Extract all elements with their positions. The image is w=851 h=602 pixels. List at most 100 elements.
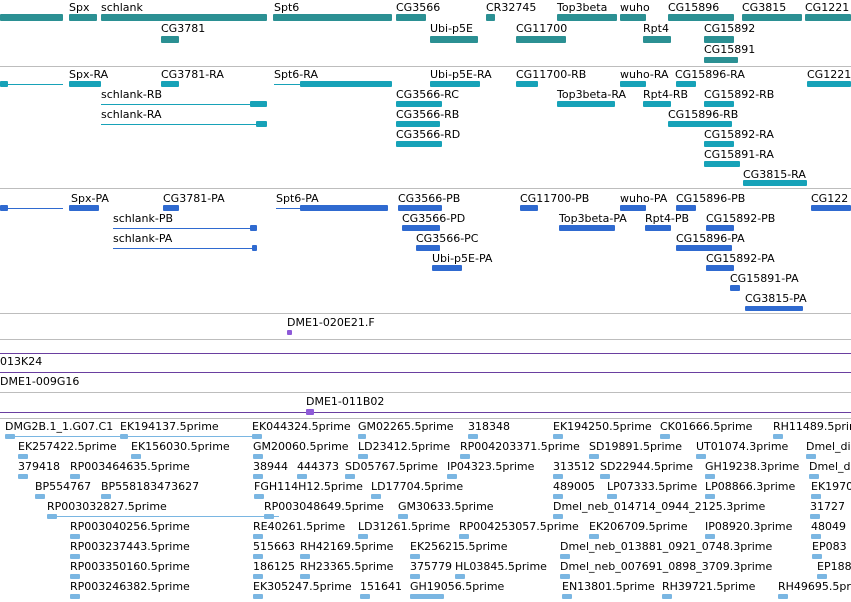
protein-bar[interactable] [69,205,99,211]
est-bar[interactable] [18,474,28,479]
protein-bar[interactable] [620,205,646,211]
protein-bar[interactable] [811,205,851,211]
est-bar[interactable] [812,554,822,559]
gene-bar[interactable] [620,14,646,21]
est-bar[interactable] [47,514,57,519]
gene-bar[interactable] [805,14,851,21]
est-bar[interactable] [809,474,819,479]
transcript-bar[interactable] [704,161,740,167]
est-bar[interactable] [253,454,263,459]
protein-bar[interactable] [706,265,734,271]
est-bar[interactable] [70,574,80,579]
est-bar[interactable] [70,554,80,559]
protein-bar[interactable] [559,225,615,231]
est-bar[interactable] [553,514,563,519]
est-bar[interactable] [345,474,355,479]
est-bar[interactable] [398,514,408,519]
est-bar[interactable] [811,494,821,499]
est-bar[interactable] [18,454,28,459]
est-bar[interactable] [705,534,715,539]
clone-span[interactable] [0,412,851,413]
est-bar[interactable] [455,574,465,579]
protein-bar[interactable] [398,205,442,211]
transcript-bar[interactable] [704,101,734,107]
est-bar[interactable] [817,574,827,579]
est-bar[interactable] [253,574,263,579]
est-bar[interactable] [553,474,563,479]
protein-bar[interactable] [730,285,740,291]
transcript-bar[interactable] [161,81,179,87]
protein-bar[interactable] [645,225,671,231]
est-bar[interactable] [589,454,599,459]
est-bar[interactable] [253,474,263,479]
est-bar[interactable] [35,494,45,499]
protein-bar[interactable] [300,205,388,211]
est-bar[interactable] [773,434,783,439]
est-bar[interactable] [300,554,310,559]
gene-bar[interactable] [161,36,179,43]
est-bar[interactable] [371,494,381,499]
est-bar[interactable] [70,534,80,539]
est-bar[interactable] [806,454,816,459]
protein-bar[interactable] [416,245,440,251]
est-bar[interactable] [553,494,563,499]
gene-bar[interactable] [704,57,738,63]
transcript-bar[interactable] [643,101,671,107]
est-bar[interactable] [460,454,470,459]
gene-bar[interactable] [704,36,734,43]
protein-bar[interactable] [745,306,803,311]
est-bar[interactable] [358,534,368,539]
est-bar[interactable] [252,434,262,439]
clone-marker[interactable] [287,330,292,335]
est-bar[interactable] [253,594,263,599]
protein-bar[interactable] [163,205,179,211]
gene-bar[interactable] [69,14,97,21]
est-bar[interactable] [447,474,457,479]
gene-bar[interactable] [742,14,802,21]
transcript-bar[interactable] [69,81,101,87]
gene-bar[interactable] [430,36,478,43]
transcript-bar[interactable] [256,121,267,127]
est-bar[interactable] [468,434,478,439]
protein-bar[interactable] [432,265,462,271]
transcript-bar[interactable] [396,121,440,127]
est-bar[interactable] [459,534,469,539]
transcript-bar[interactable] [704,141,734,147]
est-bar[interactable] [253,554,263,559]
est-bar[interactable] [553,434,563,439]
est-bar[interactable] [70,474,80,479]
est-bar[interactable] [253,534,263,539]
est-bar[interactable] [660,434,670,439]
gene-bar[interactable] [516,36,566,43]
est-bar[interactable] [410,554,420,559]
gene-bar[interactable] [101,14,267,21]
est-bar[interactable] [705,474,715,479]
est-bar[interactable] [101,494,111,499]
est-bar[interactable] [607,494,617,499]
gene-bar[interactable] [486,14,495,21]
protein-bar[interactable] [676,245,732,251]
protein-bar[interactable] [402,225,440,231]
protein-bar[interactable] [706,225,734,231]
est-bar[interactable] [705,494,715,499]
transcript-bar[interactable] [807,81,851,87]
est-bar[interactable] [778,594,788,599]
est-bar[interactable] [297,474,307,479]
transcript-bar[interactable] [668,121,732,127]
clone-marker[interactable] [306,409,314,415]
gene-bar[interactable] [668,14,734,21]
est-bar[interactable] [131,454,141,459]
protein-bar[interactable] [250,225,257,231]
transcript-bar[interactable] [676,81,696,87]
transcript-bar[interactable] [250,101,267,107]
transcript-bar[interactable] [743,180,807,186]
est-bar[interactable] [360,594,370,599]
gene-bar[interactable] [0,14,63,21]
est-bar[interactable] [811,534,821,539]
est-bar[interactable] [696,454,706,459]
est-bar[interactable] [562,594,572,599]
gene-bar[interactable] [273,14,392,21]
est-bar[interactable] [410,574,420,579]
protein-bar[interactable] [520,205,538,211]
gene-bar[interactable] [643,36,671,43]
